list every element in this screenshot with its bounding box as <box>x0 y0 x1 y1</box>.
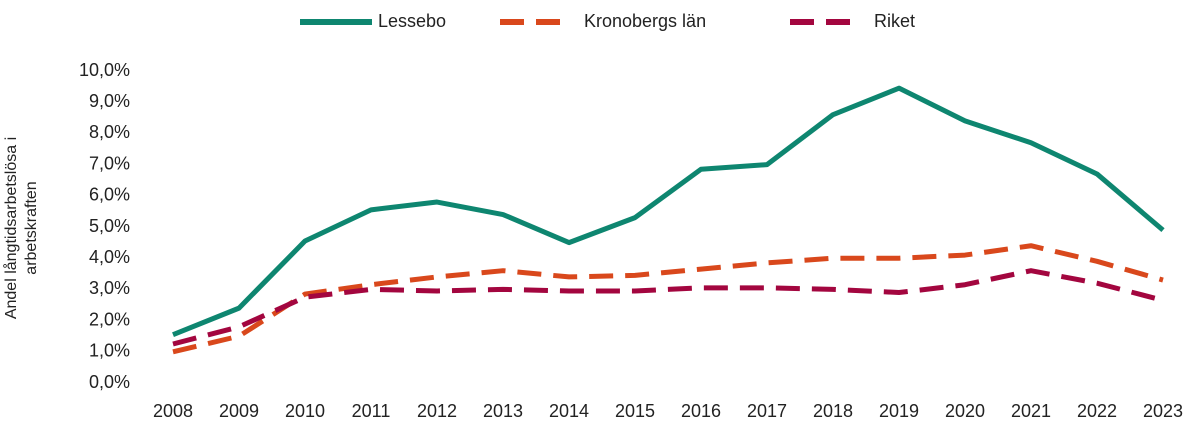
y-tick-label: 10,0% <box>79 60 130 80</box>
legend-label: Riket <box>874 11 915 31</box>
y-tick-label: 2,0% <box>89 309 130 329</box>
y-tick-label: 1,0% <box>89 341 130 361</box>
y-axis-title-line: Andel långtidsarbetslösa i <box>2 137 20 319</box>
x-tick-label: 2017 <box>747 401 787 421</box>
x-tick-label: 2022 <box>1077 401 1117 421</box>
x-tick-label: 2008 <box>153 401 193 421</box>
y-tick-label: 9,0% <box>89 91 130 111</box>
y-tick-label: 5,0% <box>89 216 130 236</box>
x-tick-label: 2018 <box>813 401 853 421</box>
y-tick-label: 4,0% <box>89 247 130 267</box>
x-tick-label: 2019 <box>879 401 919 421</box>
x-tick-label: 2015 <box>615 401 655 421</box>
y-tick-label: 8,0% <box>89 122 130 142</box>
x-tick-label: 2020 <box>945 401 985 421</box>
x-tick-label: 2016 <box>681 401 721 421</box>
x-tick-label: 2010 <box>285 401 325 421</box>
line-series <box>172 243 1164 355</box>
x-tick-label: 2021 <box>1011 401 1051 421</box>
y-tick-label: 3,0% <box>89 278 130 298</box>
x-tick-label: 2012 <box>417 401 457 421</box>
y-tick-label: 7,0% <box>89 153 130 173</box>
line-series <box>172 268 1164 347</box>
legend-label: Lessebo <box>378 11 446 31</box>
y-axis-title: Andel långtidsarbetslösa i arbetskraften <box>2 137 40 319</box>
y-axis-title-line: arbetskraften <box>23 181 40 274</box>
x-tick-label: 2013 <box>483 401 523 421</box>
y-tick-label: 6,0% <box>89 185 130 205</box>
x-tick-label: 2014 <box>549 401 589 421</box>
x-tick-label: 2011 <box>352 401 391 421</box>
legend-label: Kronobergs län <box>584 11 706 31</box>
x-tick-label: 2023 <box>1143 401 1183 421</box>
x-tick-label: 2009 <box>219 401 259 421</box>
line-series <box>172 85 1165 337</box>
y-tick-label: 0,0% <box>89 372 130 392</box>
